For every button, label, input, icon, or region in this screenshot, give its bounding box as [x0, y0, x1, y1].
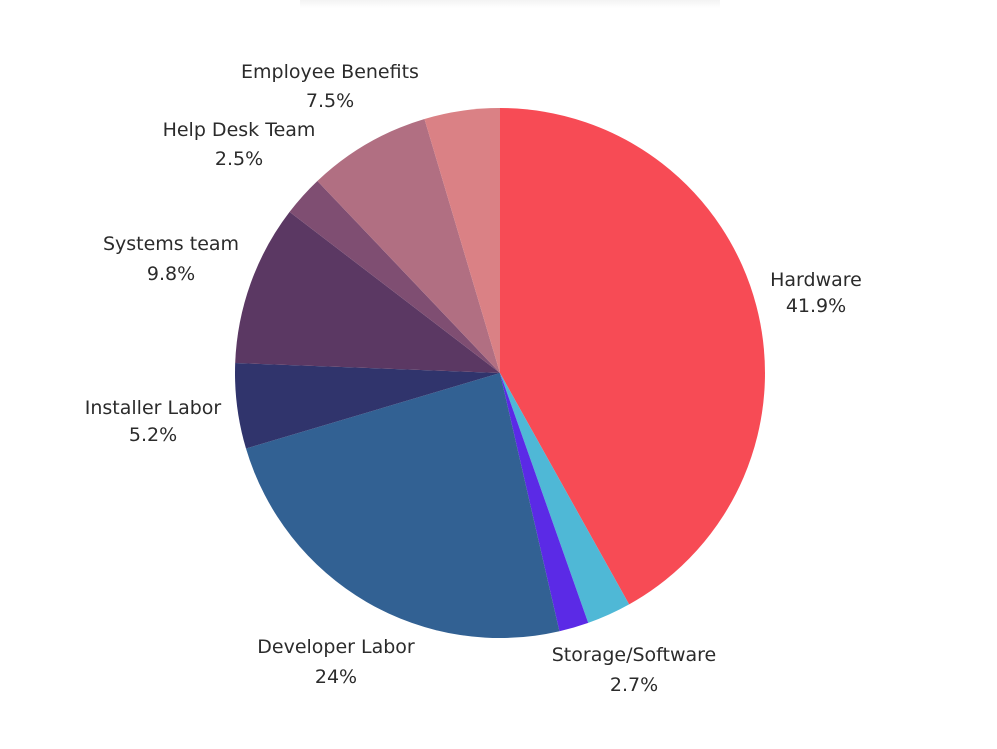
pie-slice-developer-labor [245, 373, 560, 639]
pie-slice-installer-labor [235, 363, 500, 449]
pie-slice-help-desk-team [289, 180, 500, 373]
pie-slice-unlabeled-8 [424, 107, 500, 373]
label-developer-name: Developer Labor [257, 636, 415, 658]
label-storage-value: 2.7% [610, 674, 658, 696]
pie-slice-unlabeled-2 [500, 373, 589, 632]
label-hardware-name: Hardware [770, 269, 862, 291]
label-developer-value: 24% [315, 666, 357, 688]
pie-slice-storage-software [500, 373, 630, 623]
pie-slice-systems-team [235, 211, 500, 373]
pie-slice-hardware [500, 108, 765, 605]
label-installer-value: 5.2% [129, 424, 177, 446]
label-hardware-value: 41.9% [786, 295, 846, 317]
label-systems-name: Systems team [103, 233, 239, 255]
pie-slices [235, 107, 765, 639]
pie-slice-employee-benefits [317, 118, 500, 374]
label-helpdesk-value: 2.5% [215, 148, 263, 170]
label-benefits-name: Employee Benefits [241, 61, 419, 83]
label-storage-name: Storage/Software [552, 644, 717, 666]
top-shade [300, 0, 720, 8]
pie-labels: Hardware 41.9% Storage/Software 2.7% Dev… [85, 61, 862, 696]
label-helpdesk-name: Help Desk Team [163, 119, 316, 141]
label-installer-name: Installer Labor [85, 397, 222, 419]
label-benefits-value: 7.5% [306, 90, 354, 112]
label-systems-value: 9.8% [147, 263, 195, 285]
